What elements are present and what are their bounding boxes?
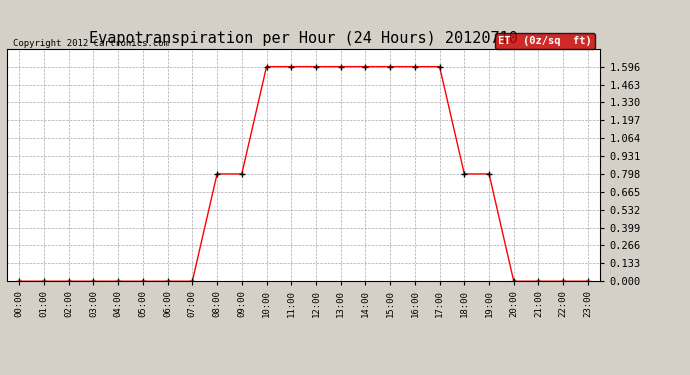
Title: Evapotranspiration per Hour (24 Hours) 20120710: Evapotranspiration per Hour (24 Hours) 2… xyxy=(89,31,518,46)
Legend: ET  (0z/sq  ft): ET (0z/sq ft) xyxy=(495,33,595,49)
Text: Copyright 2012 Cartronics.com: Copyright 2012 Cartronics.com xyxy=(13,39,169,48)
